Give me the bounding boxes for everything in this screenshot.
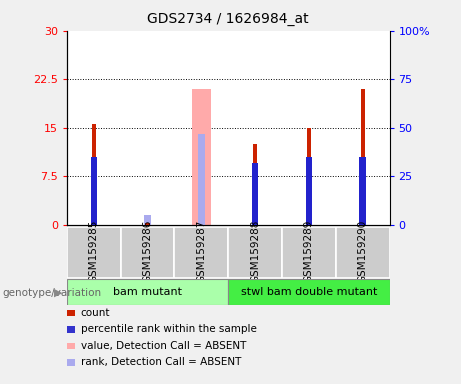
- Bar: [174, 227, 228, 278]
- Bar: [90, 157, 97, 225]
- Text: percentile rank within the sample: percentile rank within the sample: [81, 324, 257, 334]
- Text: rank, Detection Call = ABSENT: rank, Detection Call = ABSENT: [81, 358, 241, 367]
- Text: bam mutant: bam mutant: [113, 287, 182, 297]
- Bar: [67, 279, 228, 305]
- Text: GSM159288: GSM159288: [250, 220, 260, 283]
- Bar: [145, 223, 150, 225]
- Bar: [228, 227, 282, 278]
- Bar: [198, 134, 205, 225]
- Text: GSM159286: GSM159286: [142, 220, 153, 283]
- Text: genotype/variation: genotype/variation: [2, 288, 101, 298]
- Bar: [92, 124, 96, 225]
- Text: GSM159289: GSM159289: [304, 220, 314, 283]
- Bar: [144, 215, 151, 225]
- Bar: [145, 223, 150, 225]
- Text: GSM159285: GSM159285: [89, 220, 99, 283]
- Text: GSM159290: GSM159290: [358, 220, 368, 283]
- Title: GDS2734 / 1626984_at: GDS2734 / 1626984_at: [148, 12, 309, 25]
- Bar: [282, 227, 336, 278]
- Bar: [361, 89, 365, 225]
- Bar: [252, 163, 258, 225]
- Text: value, Detection Call = ABSENT: value, Detection Call = ABSENT: [81, 341, 246, 351]
- Bar: [253, 144, 257, 225]
- Text: ▶: ▶: [54, 288, 63, 298]
- Text: stwl bam double mutant: stwl bam double mutant: [241, 287, 377, 297]
- Bar: [360, 157, 366, 225]
- Bar: [121, 227, 174, 278]
- Bar: [67, 227, 121, 278]
- Bar: [336, 227, 390, 278]
- Bar: [307, 128, 311, 225]
- Bar: [192, 89, 211, 225]
- Text: GSM159287: GSM159287: [196, 220, 207, 283]
- Bar: [228, 279, 390, 305]
- Text: count: count: [81, 308, 110, 318]
- Bar: [306, 157, 312, 225]
